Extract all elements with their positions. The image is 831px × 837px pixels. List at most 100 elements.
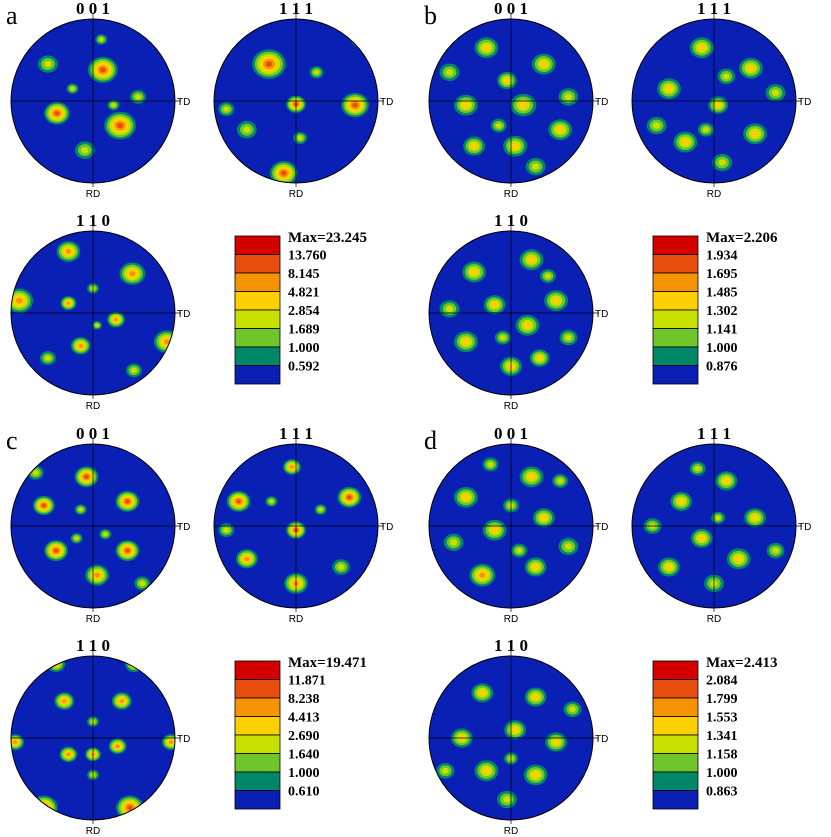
- intensity-contours: [27, 465, 151, 591]
- contour-level: [540, 61, 548, 68]
- legend-level: 1.689: [288, 323, 320, 338]
- contour-level: [66, 752, 71, 757]
- contour-level: [78, 343, 83, 348]
- pole-figure-111: 1 1 1 TD RD: [631, 0, 811, 200]
- legend-level: 0.863: [706, 785, 738, 800]
- rd-label: RD: [707, 189, 721, 200]
- legend-swatch: [652, 734, 699, 754]
- contour-level: [445, 305, 454, 313]
- contour-level: [564, 543, 573, 550]
- contour-level: [718, 159, 726, 166]
- contour-level: [678, 498, 685, 505]
- panel-letter: a: [6, 1, 18, 30]
- pole-figure-title: 1 1 0: [76, 211, 110, 230]
- legend-swatch: [234, 697, 281, 717]
- rd-label: RD: [86, 401, 100, 412]
- legend-swatch: [234, 734, 281, 754]
- contour-level: [49, 658, 63, 671]
- panel-a: a 0 0 1 TD RD 1 1 1 TD RD 1 1 0 TD RD Max=23.245 13…: [6, 0, 393, 412]
- legend-swatch: [234, 346, 281, 366]
- contour-level: [168, 740, 173, 744]
- td-label: TD: [177, 309, 190, 320]
- contour-level: [41, 805, 47, 811]
- pole-figure-111: 1 1 1 TD RD: [631, 424, 811, 625]
- panels-layer: a 0 0 1 TD RD 1 1 1 TD RD 1 1 0 TD RD Max=23.245 13…: [6, 0, 811, 837]
- td-label: TD: [177, 522, 190, 533]
- contour-level: [125, 548, 130, 553]
- contour-level: [483, 44, 490, 51]
- legend-swatch: [234, 254, 281, 274]
- intensity-contours: [11, 241, 175, 378]
- rd-label: RD: [504, 401, 518, 412]
- legend-level: 2.854: [288, 304, 320, 319]
- legend-max: Max=2.206: [706, 230, 778, 246]
- contour-level: [715, 515, 721, 521]
- contour-level: [470, 269, 478, 275]
- legend-max: Max=23.245: [288, 230, 367, 246]
- panel-d: d 0 0 1 TD RD 1 1 1 TD RD 1 1 0 TD RD Max=2.413 2.0…: [424, 424, 811, 837]
- legend-level: 13.760: [288, 249, 327, 264]
- legend-swatch: [652, 365, 699, 385]
- contour-level: [544, 273, 551, 279]
- contour-level: [281, 170, 287, 176]
- contour-level: [223, 106, 230, 112]
- contour-level: [265, 61, 273, 67]
- panel-c: c 0 0 1 TD RD 1 1 1 TD RD 1 1 0 TD RD Max=19.471 11…: [6, 424, 393, 837]
- pole-figure-111: 1 1 1 TD RD: [213, 424, 393, 625]
- intensity-legend: Max=2.206 1.934 1.695 1.485 1.302 1.141 1.000 0…: [652, 230, 778, 385]
- contour-level: [569, 706, 576, 713]
- td-label: TD: [595, 522, 608, 533]
- legend-level: 4.821: [288, 286, 320, 301]
- legend-swatch: [652, 309, 699, 329]
- pole-figure-110: 1 1 0 TD RD: [428, 211, 608, 412]
- legend-level: 0.876: [706, 360, 738, 375]
- contour-level: [95, 323, 99, 327]
- contour-level: [65, 249, 72, 254]
- panel-letter: d: [424, 426, 437, 455]
- legend-level: 8.238: [288, 692, 320, 707]
- legend-swatch: [652, 328, 699, 348]
- contour-level: [462, 494, 470, 501]
- legend-swatch: [652, 716, 699, 736]
- contour-level: [565, 334, 572, 341]
- contour-level: [445, 69, 454, 76]
- contour-level: [652, 122, 661, 129]
- intensity-contours: [218, 459, 362, 594]
- contour-level: [495, 122, 502, 129]
- panel-letter: c: [6, 426, 18, 455]
- pole-figure-110: 1 1 0 TD RD: [10, 636, 190, 837]
- contour-level: [723, 478, 730, 484]
- legend-swatch: [234, 716, 281, 736]
- rd-label: RD: [504, 189, 518, 200]
- contour-level: [244, 556, 250, 562]
- contour-level: [735, 555, 742, 562]
- contour-level: [115, 744, 120, 749]
- intensity-legend: Max=19.471 11.871 8.238 4.413 2.690 1.640 1.00…: [234, 655, 367, 810]
- legend-level: 2.084: [706, 674, 738, 689]
- legend-level: 1.158: [706, 748, 738, 763]
- contour-level: [532, 694, 539, 700]
- contour-level: [297, 135, 303, 141]
- contour-level: [62, 699, 67, 704]
- contour-level: [84, 474, 89, 479]
- contour-level: [528, 473, 535, 480]
- legend-swatch: [234, 753, 281, 773]
- contour-level: [13, 740, 18, 744]
- legend-max: Max=2.413: [706, 655, 777, 671]
- rd-label: RD: [707, 614, 721, 625]
- legend-swatch: [234, 365, 281, 385]
- contour-level: [715, 102, 721, 108]
- legend-level: 1.640: [288, 748, 320, 763]
- legend-swatch: [652, 753, 699, 773]
- legend-level: 1.553: [706, 711, 738, 726]
- contour-level: [470, 143, 478, 149]
- pole-figure-110: 1 1 0 TD RD: [10, 211, 190, 412]
- contour-level: [532, 771, 539, 778]
- contour-level: [504, 78, 510, 83]
- legend-level: 1.799: [706, 692, 738, 707]
- contour-level: [357, 37, 363, 42]
- legend-level: 11.871: [288, 674, 326, 689]
- contour-level: [119, 699, 124, 704]
- pole-figure-title: 1 1 1: [279, 0, 313, 18]
